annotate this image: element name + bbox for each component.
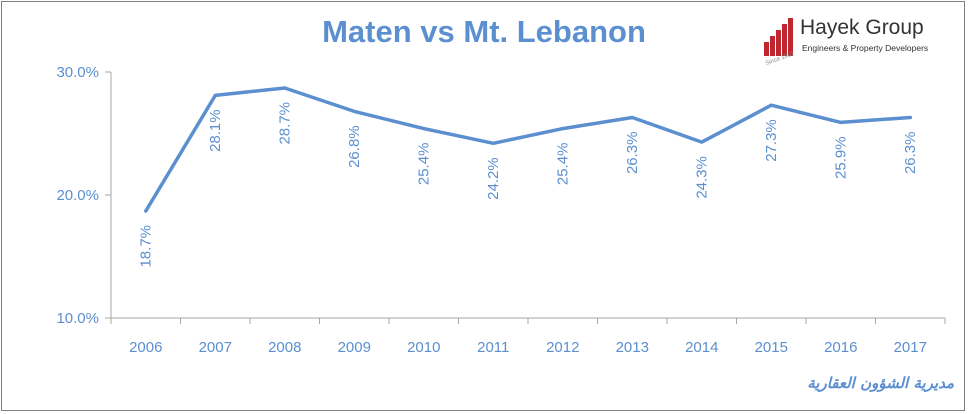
chart-title: Maten vs Mt. Lebanon — [322, 14, 646, 49]
logo-bar — [770, 36, 775, 56]
x-tick-label: 2007 — [199, 339, 232, 356]
x-tick-label: 2013 — [616, 339, 649, 356]
data-label: 25.4% — [416, 143, 433, 186]
logo-bars-icon — [764, 18, 793, 56]
data-label: 26.3% — [624, 132, 641, 175]
data-label: 26.8% — [346, 125, 363, 168]
logo-bar — [782, 24, 787, 56]
x-tick-label: 2012 — [546, 339, 579, 356]
y-tick-label: 10.0% — [56, 310, 99, 327]
y-tick-label: 20.0% — [56, 187, 99, 204]
series-line — [144, 86, 913, 213]
x-tick-label: 2016 — [824, 339, 857, 356]
x-tick-label: 2010 — [407, 339, 440, 356]
data-label: 25.9% — [833, 136, 850, 179]
data-label: 28.1% — [207, 109, 224, 152]
data-label: 18.7% — [138, 225, 155, 268]
logo-bar — [776, 30, 781, 56]
source-note: مديرية الشؤون العقارية — [807, 374, 954, 392]
x-tick-label: 2014 — [685, 339, 718, 356]
x-tick-label: 2006 — [129, 339, 162, 356]
y-tick-label: 30.0% — [56, 64, 99, 81]
logo-bar — [788, 18, 793, 56]
data-label: 28.7% — [277, 102, 294, 145]
hayek-group-logo: Hayek Group Engineers & Property Develop… — [760, 16, 960, 67]
data-label: 27.3% — [763, 119, 780, 162]
logo-name: Hayek Group — [800, 16, 924, 39]
x-tick-label: 2009 — [338, 339, 371, 356]
x-tick-label: 2015 — [755, 339, 788, 356]
data-label: 26.3% — [902, 132, 919, 175]
data-label: 24.2% — [485, 157, 502, 200]
logo-tagline: Engineers & Property Developers — [802, 43, 929, 53]
data-label: 25.4% — [555, 143, 572, 186]
x-tick-label: 2008 — [268, 339, 301, 356]
x-tick-label: 2011 — [477, 339, 509, 356]
logo-bar — [764, 42, 769, 56]
x-tick-label: 2017 — [894, 339, 927, 356]
data-label: 24.3% — [694, 156, 711, 199]
